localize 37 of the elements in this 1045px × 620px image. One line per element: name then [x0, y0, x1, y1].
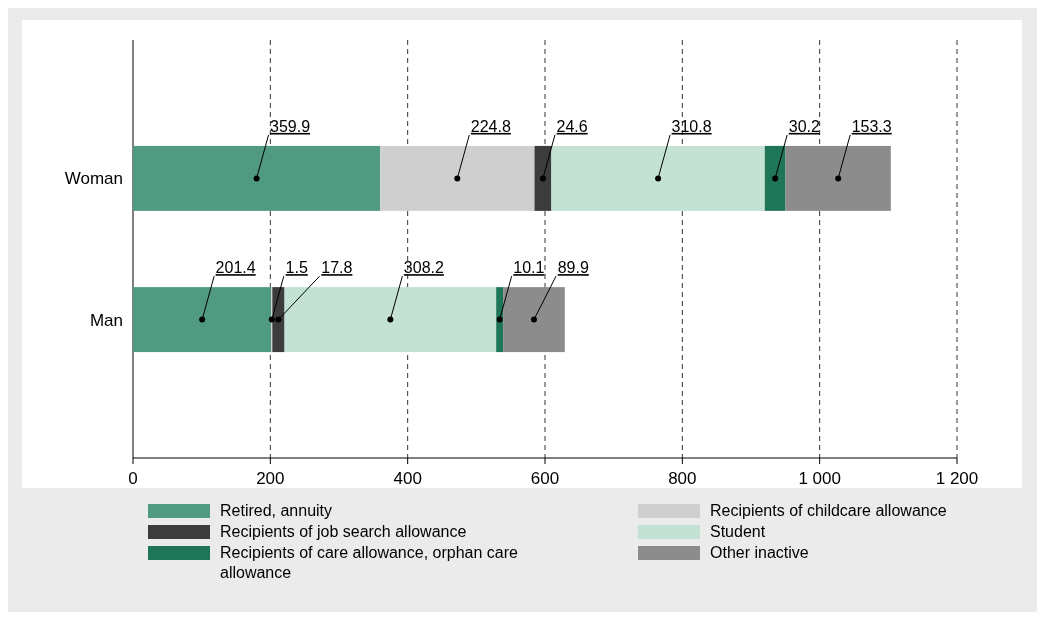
- data-label: 224.8: [470, 117, 511, 135]
- x-tick-label: 1 000: [798, 469, 841, 488]
- data-label: 30.2: [788, 117, 821, 135]
- bar: [133, 287, 272, 353]
- x-tick-label: 0: [128, 469, 138, 488]
- bar: [496, 287, 504, 353]
- legend-label: Student: [710, 523, 766, 540]
- legend-label: Recipients of job search allowance: [220, 523, 467, 540]
- bar: [764, 145, 786, 211]
- data-label: 10.1: [513, 259, 545, 277]
- data-label: 201.4: [215, 259, 256, 277]
- x-tick-label: 800: [668, 469, 697, 488]
- x-tick-label: 600: [530, 469, 560, 488]
- bar: [551, 145, 765, 211]
- data-label: 153.3: [851, 117, 892, 135]
- bar: [284, 287, 497, 353]
- x-tick-label: 400: [393, 469, 422, 488]
- legend-label: Other inactive: [710, 544, 809, 561]
- bar: [534, 145, 552, 211]
- y-tick-label: Man: [89, 310, 123, 330]
- data-label: 1.5: [285, 259, 308, 277]
- data-label: 24.6: [556, 117, 588, 135]
- bar: [785, 145, 891, 211]
- data-label: 17.8: [321, 259, 353, 277]
- data-label: 308.2: [403, 259, 444, 277]
- data-label: 89.9: [557, 259, 589, 277]
- x-tick-label: 200: [256, 469, 285, 488]
- bar: [503, 287, 565, 353]
- data-label: 359.9: [270, 117, 311, 135]
- legend-label: Recipients of childcare allowance: [710, 502, 947, 519]
- legend-label: Retired, annuity: [220, 502, 333, 519]
- bar: [133, 145, 381, 211]
- legend-label: Recipients of care allowance, orphan care allowance: [220, 544, 519, 581]
- x-tick-label: 1 200: [935, 469, 979, 488]
- data-label: 310.8: [671, 117, 712, 135]
- bar: [380, 145, 535, 211]
- y-tick-label: Woman: [64, 169, 123, 189]
